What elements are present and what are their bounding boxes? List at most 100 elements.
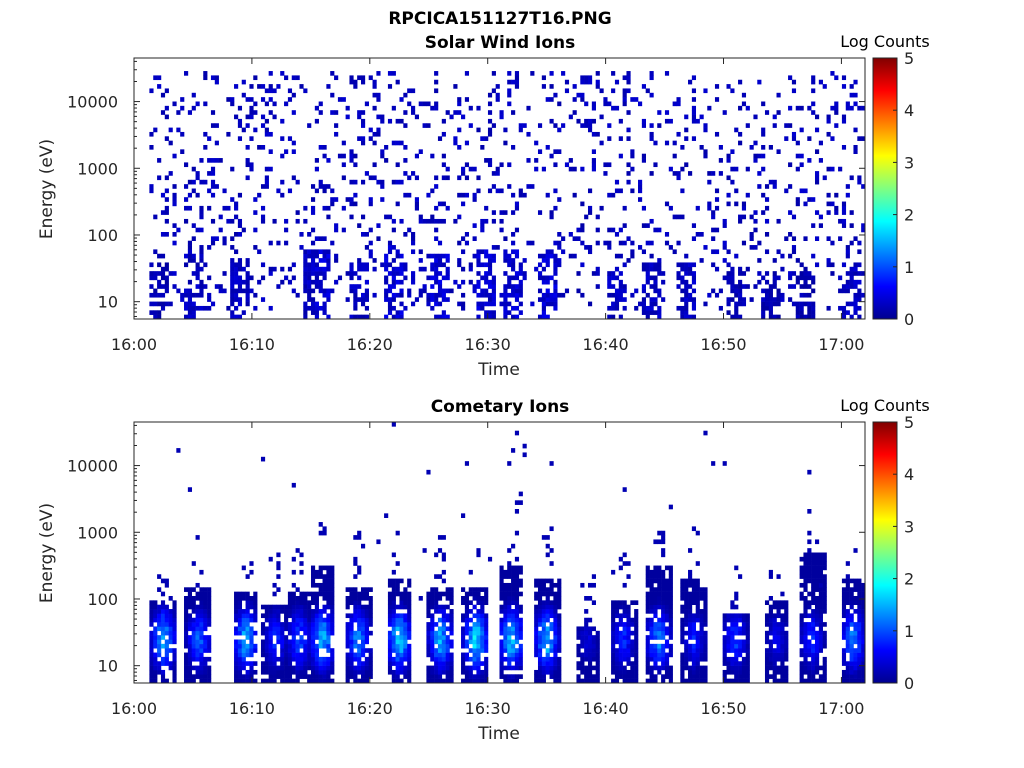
heatmap-cell	[195, 271, 200, 276]
heatmap-cell	[611, 617, 616, 623]
heatmap-cell	[303, 88, 308, 94]
heatmap-cell	[499, 609, 504, 614]
heatmap-cell	[499, 665, 504, 671]
heatmap-cell	[153, 292, 158, 298]
heatmap-cell	[268, 609, 273, 614]
heatmap-cell	[245, 630, 250, 636]
heatmap-cell	[688, 292, 693, 298]
heatmap-cell	[345, 600, 350, 605]
heatmap-cell	[276, 639, 281, 645]
heatmap-cell	[464, 162, 470, 168]
heatmap-cell	[507, 569, 512, 575]
heatmap-cell	[622, 613, 627, 619]
heatmap-cell	[618, 617, 623, 623]
heatmap-cell	[349, 643, 354, 649]
heatmap-cell	[476, 552, 481, 558]
heatmap-cell	[484, 626, 489, 632]
heatmap-cell	[507, 639, 512, 645]
heatmap-cell	[203, 661, 208, 666]
heatmap-cell	[195, 648, 200, 653]
heatmap-cell	[726, 310, 731, 315]
heatmap-cell	[391, 630, 396, 636]
heatmap-cell	[199, 569, 204, 575]
heatmap-cell	[791, 271, 797, 276]
heatmap-cell	[768, 284, 773, 289]
heatmap-cell	[614, 275, 620, 281]
heatmap-cell	[360, 75, 366, 81]
heatmap-cell	[203, 305, 208, 311]
heatmap-cell	[857, 665, 862, 671]
heatmap-cell	[484, 301, 489, 307]
heatmap-cell	[360, 110, 366, 115]
heatmap-cell	[641, 158, 646, 163]
heatmap-cell	[587, 639, 593, 645]
heatmap-cell	[661, 552, 666, 558]
heatmap-cell	[780, 266, 785, 272]
heatmap-cell	[430, 218, 435, 224]
heatmap-cell	[830, 201, 835, 207]
heatmap-cell	[307, 123, 312, 128]
heatmap-cell	[791, 236, 797, 241]
heatmap-cell	[299, 661, 304, 666]
heatmap-cell	[680, 596, 685, 601]
heatmap-cell	[772, 179, 777, 185]
heatmap-cell	[857, 271, 862, 276]
heatmap-cell	[799, 622, 804, 627]
heatmap-cell	[430, 266, 435, 272]
heatmap-cell	[187, 626, 193, 632]
heatmap-cell	[387, 214, 393, 220]
heatmap-cell	[534, 613, 539, 619]
heatmap-cell	[280, 652, 285, 658]
heatmap-cell	[157, 279, 162, 285]
heatmap-cell	[626, 561, 631, 566]
heatmap-cell	[537, 648, 543, 653]
heatmap-cell	[553, 123, 558, 128]
heatmap-cell	[845, 643, 850, 649]
heatmap-cell	[618, 669, 623, 675]
heatmap-cell	[676, 271, 681, 276]
heatmap-cell	[545, 249, 550, 255]
heatmap-cell	[499, 114, 504, 120]
heatmap-cell	[153, 249, 158, 255]
heatmap-cell	[722, 218, 727, 224]
heatmap-cell	[537, 635, 543, 640]
heatmap-cell	[445, 635, 450, 640]
heatmap-cell	[811, 578, 816, 584]
heatmap-cell	[703, 674, 708, 679]
heatmap-cell	[691, 674, 697, 679]
heatmap-cell	[680, 275, 685, 281]
heatmap-cell	[803, 635, 808, 640]
heatmap-cell	[818, 587, 823, 592]
heatmap-cell	[499, 648, 504, 653]
heatmap-cell	[784, 622, 789, 627]
heatmap-cell	[841, 284, 847, 289]
heatmap-cell	[545, 626, 550, 632]
heatmap-cell	[330, 630, 335, 636]
heatmap-cell	[764, 665, 770, 671]
heatmap-cell	[291, 262, 296, 268]
heatmap-cell	[437, 574, 443, 579]
heatmap-cell	[688, 171, 693, 176]
heatmap-cell	[437, 279, 443, 285]
heatmap-cell	[245, 301, 250, 307]
heatmap-cell	[295, 622, 300, 627]
heatmap-cell	[387, 665, 393, 671]
heatmap-cell	[284, 609, 289, 614]
heatmap-cell	[591, 665, 596, 671]
heatmap-cell	[780, 626, 785, 632]
heatmap-cell	[738, 218, 743, 224]
heatmap-cell	[626, 110, 631, 115]
heatmap-cell	[272, 266, 277, 272]
heatmap-cell	[484, 288, 489, 294]
heatmap-cell	[326, 630, 331, 636]
colorbar-tick-label: 2	[904, 570, 914, 589]
heatmap-cell	[357, 114, 362, 120]
heatmap-cell	[703, 669, 708, 675]
heatmap-cell	[318, 609, 323, 614]
heatmap-cell	[522, 452, 527, 458]
heatmap-cell	[645, 678, 650, 684]
heatmap-cell	[630, 292, 635, 298]
heatmap-cell	[295, 617, 300, 623]
heatmap-cell	[268, 271, 273, 276]
heatmap-cell	[695, 639, 700, 645]
